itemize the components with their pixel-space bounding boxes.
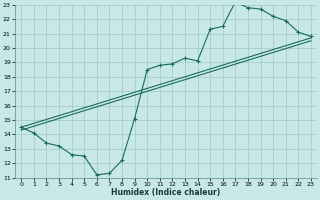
X-axis label: Humidex (Indice chaleur): Humidex (Indice chaleur): [111, 188, 221, 197]
